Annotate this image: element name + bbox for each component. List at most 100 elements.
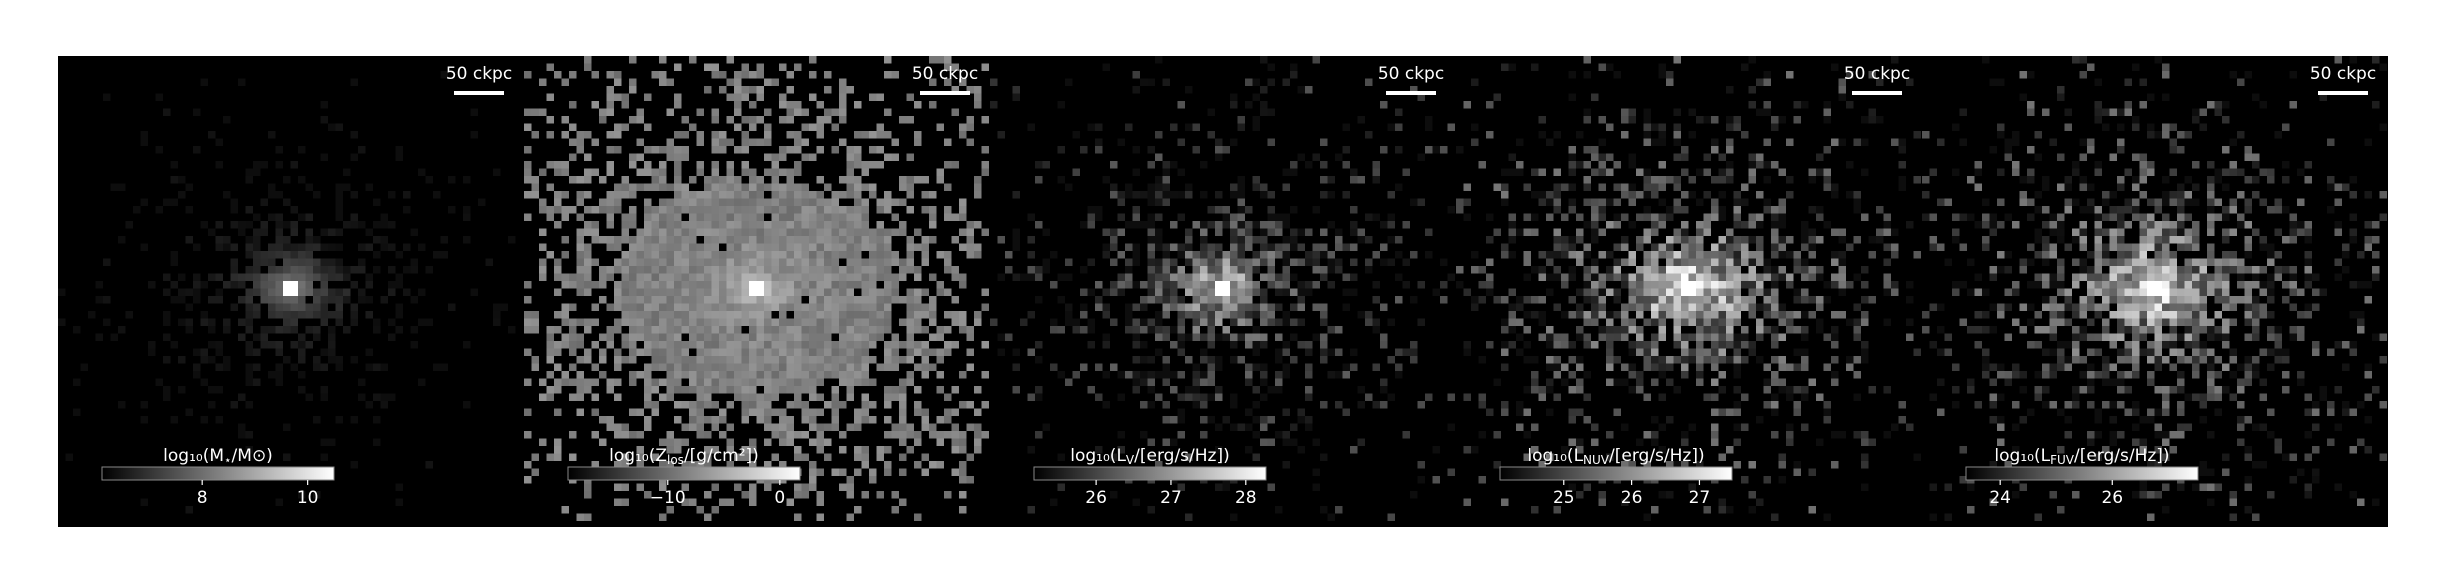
pixel xyxy=(2117,138,2125,146)
pixel xyxy=(764,108,772,116)
pixel xyxy=(1786,281,1794,289)
pixel xyxy=(884,356,892,364)
pixel xyxy=(794,183,802,191)
pixel xyxy=(1763,161,1771,169)
pixel xyxy=(1516,303,1524,311)
pixel xyxy=(238,431,246,439)
pixel xyxy=(929,363,937,371)
pixel xyxy=(2117,108,2125,116)
pixel xyxy=(831,198,839,206)
pixel xyxy=(824,71,832,79)
pixel xyxy=(1057,483,1065,491)
pixel xyxy=(779,356,787,364)
pixel xyxy=(1651,221,1659,229)
pixel xyxy=(320,273,328,281)
pixel xyxy=(1245,363,1253,371)
pixel xyxy=(1643,266,1651,274)
pixel xyxy=(1531,371,1539,379)
pixel xyxy=(689,303,697,311)
pixel xyxy=(659,273,667,281)
pixel xyxy=(539,273,547,281)
pixel xyxy=(831,371,839,379)
pixel xyxy=(1237,183,1245,191)
pixel xyxy=(1110,281,1118,289)
pixel xyxy=(1170,281,1178,289)
pixel xyxy=(1591,146,1599,154)
pixel xyxy=(734,363,742,371)
pixel xyxy=(1748,461,1756,469)
pixel xyxy=(1027,446,1035,454)
pixel xyxy=(1967,176,1975,184)
pixel xyxy=(591,431,599,439)
pixel xyxy=(1771,311,1779,319)
pixel xyxy=(178,288,186,296)
pixel xyxy=(1117,281,1125,289)
pixel xyxy=(1861,138,1869,146)
pixel xyxy=(756,281,764,289)
pixel xyxy=(906,236,914,244)
pixel xyxy=(2027,318,2035,326)
pixel xyxy=(719,311,727,319)
pixel xyxy=(1440,146,1448,154)
pixel xyxy=(1658,131,1666,139)
pixel xyxy=(1861,311,1869,319)
pixel xyxy=(906,183,914,191)
pixel xyxy=(2064,431,2072,439)
pixel xyxy=(1853,236,1861,244)
pixel xyxy=(959,198,967,206)
pixel xyxy=(305,393,313,401)
pixel xyxy=(1591,266,1599,274)
pixel xyxy=(1681,273,1689,281)
pixel xyxy=(1681,311,1689,319)
pixel xyxy=(681,191,689,199)
pixel xyxy=(809,123,817,131)
pixel xyxy=(1997,168,2005,176)
pixel xyxy=(1974,288,1982,296)
pixel xyxy=(554,273,562,281)
pixel xyxy=(1756,288,1764,296)
pixel xyxy=(636,483,644,491)
pixel xyxy=(1643,296,1651,304)
pixel xyxy=(1012,191,1020,199)
pixel xyxy=(2102,371,2110,379)
pixel xyxy=(373,438,381,446)
pixel xyxy=(373,393,381,401)
pixel xyxy=(1748,296,1756,304)
pixel xyxy=(2109,453,2117,461)
pixel xyxy=(1185,393,1193,401)
pixel xyxy=(283,311,291,319)
pixel xyxy=(1508,236,1516,244)
pixel xyxy=(591,281,599,289)
pixel xyxy=(659,281,667,289)
pixel xyxy=(651,401,659,409)
pixel xyxy=(764,363,772,371)
pixel xyxy=(1613,71,1621,79)
pixel xyxy=(2019,416,2027,424)
pixel xyxy=(779,243,787,251)
pixel xyxy=(2057,408,2065,416)
pixel xyxy=(854,468,862,476)
pixel xyxy=(561,251,569,259)
pixel xyxy=(2004,146,2012,154)
pixel xyxy=(644,303,652,311)
pixel xyxy=(711,138,719,146)
pixel xyxy=(1110,243,1118,251)
pixel xyxy=(1952,228,1960,236)
pixel xyxy=(163,393,171,401)
pixel xyxy=(305,183,313,191)
pixel xyxy=(629,408,637,416)
pixel xyxy=(1651,348,1659,356)
pixel xyxy=(2124,281,2132,289)
pixel xyxy=(1523,258,1531,266)
pixel xyxy=(208,356,216,364)
pixel xyxy=(1215,206,1223,214)
pixel xyxy=(2124,408,2132,416)
pixel xyxy=(1508,168,1516,176)
pixel xyxy=(2139,333,2147,341)
pixel xyxy=(689,311,697,319)
pixel xyxy=(884,416,892,424)
pixel xyxy=(155,146,163,154)
pixel xyxy=(749,438,757,446)
pixel xyxy=(869,326,877,334)
pixel xyxy=(554,206,562,214)
